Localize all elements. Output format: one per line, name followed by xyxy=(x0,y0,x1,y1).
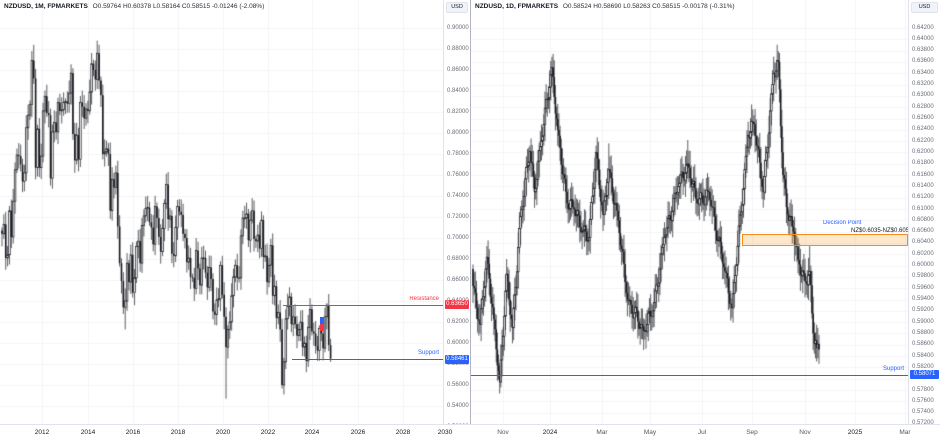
price-tick-label: 0.68000 xyxy=(447,255,469,262)
right-pane-title: NZDUSD, 1D, FPMARKETS O0.58524 H0.58690 … xyxy=(475,3,735,11)
price-axis-right-pane[interactable]: USD 0.64200 0.64000 0.63800 0.63600 0.63400 0… xyxy=(908,0,940,427)
time-tick-label: 2024 xyxy=(542,429,558,436)
time-tick-label: Nov xyxy=(799,429,811,436)
price-tick-label: 0.61200 xyxy=(912,194,934,201)
left-ohlc-values: O0.59764 H0.60378 L0.58164 C0.58515 -0.0… xyxy=(92,3,265,10)
price-tick-label: 0.62800 xyxy=(912,103,934,110)
time-axis[interactable]: 2012 2014 2016 2018 2020 2022 2024 2026 2028 2030… xyxy=(0,424,940,440)
price-tick-label: 0.62200 xyxy=(912,137,934,144)
time-tick-label: Sep xyxy=(746,429,758,436)
axis-unit-label: USD xyxy=(911,2,938,13)
time-tick-label: 2025 xyxy=(847,429,863,436)
price-tick-label: 0.63800 xyxy=(912,47,934,54)
time-tick-label: 2026 xyxy=(350,429,366,436)
price-tick-label: 0.63400 xyxy=(912,69,934,76)
price-axis-left-pane[interactable]: USD 0.90000 0.88000 0.86000 0.84000 0.82000 0… xyxy=(443,0,471,430)
price-tick-label: 0.59200 xyxy=(912,307,934,314)
price-tick-label: 0.63600 xyxy=(912,58,934,65)
price-tick-label: 0.62000 xyxy=(447,318,469,325)
price-tick-label: 0.62000 xyxy=(912,148,934,155)
time-tick-label: 2016 xyxy=(125,429,141,436)
price-tick-label: 0.60400 xyxy=(912,239,934,246)
price-chip-support: 0.58071 xyxy=(910,370,939,380)
price-tick-label: 0.60800 xyxy=(912,216,934,223)
time-tick-label: Mar xyxy=(596,429,608,436)
price-tick-label: 0.58600 xyxy=(912,341,934,348)
time-tick-label: 2022 xyxy=(260,429,276,436)
left-symbol-title[interactable]: NZDUSD, 1M, FPMARKETS xyxy=(4,3,88,10)
price-tick-label: 0.59600 xyxy=(912,284,934,291)
price-tick-label: 0.57400 xyxy=(912,409,934,416)
level-label-support: Support xyxy=(882,365,904,372)
time-tick-label: 2012 xyxy=(34,429,50,436)
price-tick-label: 0.60200 xyxy=(912,250,934,257)
price-tick-label: 0.76000 xyxy=(447,171,469,178)
time-tick-label: 2028 xyxy=(395,429,411,436)
left-pane-title: NZDUSD, 1M, FPMARKETS O0.59764 H0.60378 … xyxy=(4,3,264,11)
price-tick-label: 0.90000 xyxy=(447,24,469,31)
price-tick-label: 0.57200 xyxy=(912,420,934,427)
level-label-support: Support xyxy=(417,350,439,357)
pane-divider[interactable] xyxy=(470,0,471,424)
zone-price-range-label: NZ$0.6035-NZ$0.6056 xyxy=(851,227,913,234)
price-tick-label: 0.61400 xyxy=(912,182,934,189)
price-tick-label: 0.59000 xyxy=(912,318,934,325)
right-ohlc-values: O0.58524 H0.58690 L0.58263 C0.58515 -0.0… xyxy=(562,3,735,10)
level-label-resistance: Resistance xyxy=(409,295,439,302)
time-tick-label: 2018 xyxy=(170,429,186,436)
bar-marker-down xyxy=(320,324,324,331)
price-tick-label: 0.61600 xyxy=(912,171,934,178)
level-line-support[interactable] xyxy=(292,359,443,360)
price-tick-label: 0.57600 xyxy=(912,397,934,404)
price-chip-support: 0.58461 xyxy=(445,354,469,364)
level-line-resistance[interactable] xyxy=(283,305,443,306)
price-tick-label: 0.64200 xyxy=(912,24,934,31)
price-tick-label: 0.84000 xyxy=(447,87,469,94)
price-tick-label: 0.61800 xyxy=(912,160,934,167)
time-tick-label: 2024 xyxy=(304,429,320,436)
time-tick-label: Jul xyxy=(697,429,707,436)
price-tick-label: 0.62600 xyxy=(912,115,934,121)
price-tick-label: 0.59400 xyxy=(912,296,934,303)
price-tick-label: 0.86000 xyxy=(447,66,469,73)
price-tick-label: 0.60600 xyxy=(912,228,934,235)
level-line-support[interactable] xyxy=(471,375,908,376)
price-tick-label: 0.58800 xyxy=(912,329,934,336)
price-tick-label: 0.70000 xyxy=(447,234,469,241)
price-tick-label: 0.63000 xyxy=(912,92,934,99)
price-tick-label: 0.80000 xyxy=(447,129,469,136)
price-tick-label: 0.56000 xyxy=(447,381,469,388)
price-tick-label: 0.62400 xyxy=(912,126,934,133)
price-tick-label: 0.60000 xyxy=(447,339,469,346)
price-tick-label: 0.82000 xyxy=(447,108,469,115)
axis-unit-label: USD xyxy=(446,2,468,13)
time-tick-label: 2030 xyxy=(437,429,453,436)
price-tick-label: 0.54000 xyxy=(447,402,469,409)
price-tick-label: 0.58200 xyxy=(912,363,934,370)
zone-decision-point[interactable] xyxy=(742,233,908,246)
price-tick-label: 0.63200 xyxy=(912,81,934,88)
zone-title-label: Decision Point xyxy=(823,219,862,226)
price-tick-label: 0.74000 xyxy=(447,192,469,199)
price-chip-resistance: 0.63650 xyxy=(445,300,469,310)
right-symbol-title[interactable]: NZDUSD, 1D, FPMARKETS xyxy=(475,3,559,10)
time-tick-label: 2014 xyxy=(80,429,96,436)
price-tick-label: 0.58400 xyxy=(912,352,934,359)
price-tick-label: 0.78000 xyxy=(447,150,469,157)
time-tick-label: May xyxy=(643,429,657,436)
time-tick-label: Mar xyxy=(899,429,911,436)
bar-marker-up xyxy=(320,317,324,324)
time-tick-label: Nov xyxy=(497,429,509,436)
price-tick-label: 0.66000 xyxy=(447,276,469,283)
price-tick-label: 0.64000 xyxy=(912,35,934,42)
price-tick-label: 0.61000 xyxy=(912,205,934,212)
time-tick-label: 2020 xyxy=(215,429,231,436)
price-tick-label: 0.60000 xyxy=(912,262,934,269)
price-tick-label: 0.72000 xyxy=(447,213,469,220)
price-tick-label: 0.57800 xyxy=(912,386,934,393)
price-tick-label: 0.88000 xyxy=(447,45,469,52)
price-tick-label: 0.59800 xyxy=(912,273,934,280)
